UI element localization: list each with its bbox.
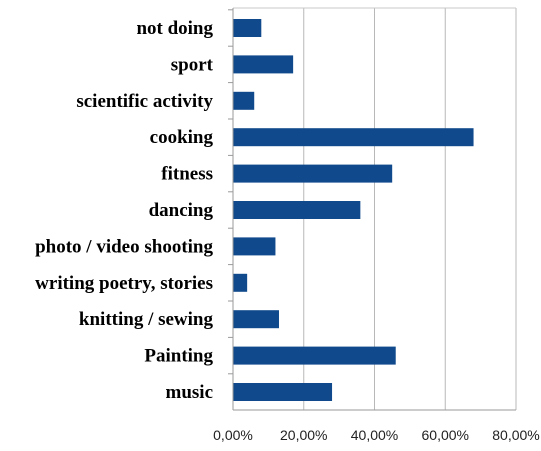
x-tick-label: 20,00% xyxy=(280,427,327,443)
category-label: writing poetry, stories xyxy=(35,273,213,294)
x-tick-label: 60,00% xyxy=(422,427,469,443)
bar xyxy=(233,91,255,110)
bars xyxy=(233,19,474,401)
x-tick-labels: 0,00% 20,00% 40,00% 60,00% 80,00% xyxy=(213,427,540,443)
bar xyxy=(233,273,248,292)
x-tick-label: 0,00% xyxy=(213,427,253,443)
bar xyxy=(233,128,474,147)
category-labels: not doing sport scientific activity cooking… xyxy=(35,18,214,403)
category-label: not doing xyxy=(136,18,213,39)
bar xyxy=(233,310,279,329)
category-label: photo / video shooting xyxy=(35,236,213,257)
category-label: sport xyxy=(171,54,214,75)
bar xyxy=(233,55,294,74)
category-label: music xyxy=(166,382,214,403)
category-label: dancing xyxy=(149,200,214,221)
x-tick-label: 80,00% xyxy=(492,427,539,443)
bar xyxy=(233,237,276,256)
x-tick-label: 40,00% xyxy=(351,427,398,443)
bar xyxy=(233,346,396,365)
bar xyxy=(233,164,393,183)
category-label: knitting / sewing xyxy=(79,309,214,330)
bar xyxy=(233,201,361,219)
bar xyxy=(233,19,262,37)
category-label: fitness xyxy=(161,164,213,185)
category-label: scientific activity xyxy=(76,91,213,112)
category-label: cooking xyxy=(150,127,214,148)
axes xyxy=(228,7,516,411)
category-label: Painting xyxy=(144,346,213,367)
bar xyxy=(233,383,333,401)
